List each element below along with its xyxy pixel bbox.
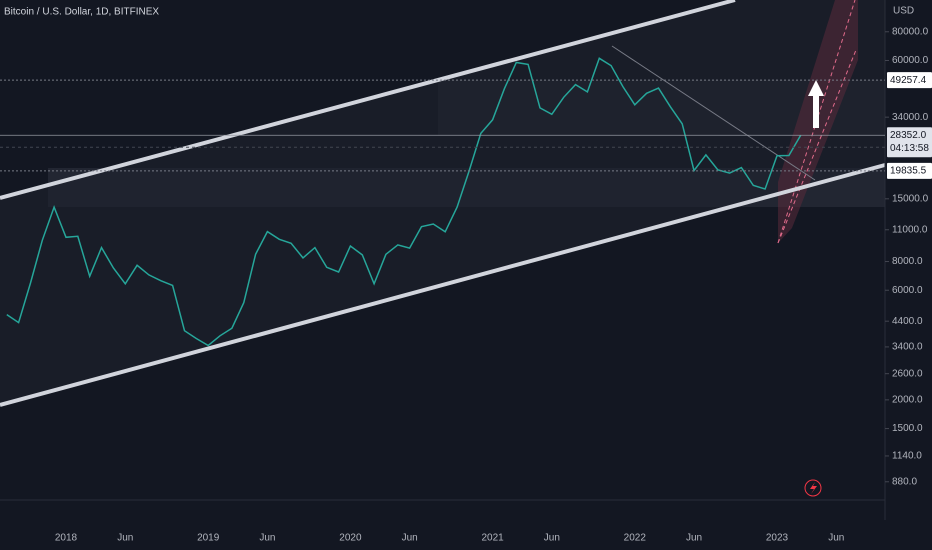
countdown: 04:13:58: [890, 143, 929, 154]
x-tick-label: Jun: [828, 533, 844, 544]
y-tick-label: 8000.0: [892, 256, 923, 267]
price-tag-bg: [887, 162, 932, 179]
x-tick-label: Jun: [117, 533, 133, 544]
x-tick-label: Jun: [402, 533, 418, 544]
y-tick-label: 80000.0: [892, 26, 929, 37]
price-tag: 19835.5: [890, 166, 927, 177]
y-tick-label: 11000.0: [892, 224, 928, 235]
y-tick-label: 4400.0: [892, 316, 923, 327]
x-tick-label: 2022: [624, 533, 647, 544]
event-icon[interactable]: [804, 479, 822, 497]
x-tick-label: 2018: [55, 533, 78, 544]
trend-line: [611, 45, 816, 181]
y-tick-label: 1500.0: [892, 423, 923, 434]
last-price-tag-bg: [887, 127, 932, 158]
y-tick-label: 3400.0: [892, 342, 923, 353]
x-tick-label: Jun: [544, 533, 560, 544]
x-tick-label: 2019: [197, 533, 220, 544]
y-tick-label: 15000.0: [892, 193, 929, 204]
x-tick-label: 2020: [339, 533, 362, 544]
y-tick-label: 880.0: [892, 476, 917, 487]
x-tick-label: Jun: [686, 533, 702, 544]
x-tick-label: 2023: [766, 533, 789, 544]
up-arrow: [808, 80, 824, 128]
y-tick-label: 34000.0: [892, 112, 929, 123]
price-tag-bg: [887, 72, 932, 89]
price-line: [6, 57, 802, 347]
y-tick-label: 60000.0: [892, 55, 929, 66]
channel-lower: [0, 163, 886, 407]
last-price-tag: 28352.0: [890, 130, 927, 141]
y-tick-label: 6000.0: [892, 285, 923, 296]
price-tag: 49257.4: [890, 75, 927, 86]
channel-fill: [0, 0, 885, 405]
x-tick-label: 2021: [481, 533, 504, 544]
chart-title: Bitcoin / U.S. Dollar, 1D, BITFINEX: [4, 7, 159, 18]
y-tick-label: 2600.0: [892, 368, 923, 379]
currency-label: USD: [893, 6, 914, 17]
x-tick-label: Jun: [259, 533, 275, 544]
y-tick-label: 2000.0: [892, 395, 923, 406]
channel-upper: [0, 0, 736, 200]
y-tick-label: 1140.0: [892, 451, 922, 462]
event-icon-bolt: [810, 482, 817, 494]
